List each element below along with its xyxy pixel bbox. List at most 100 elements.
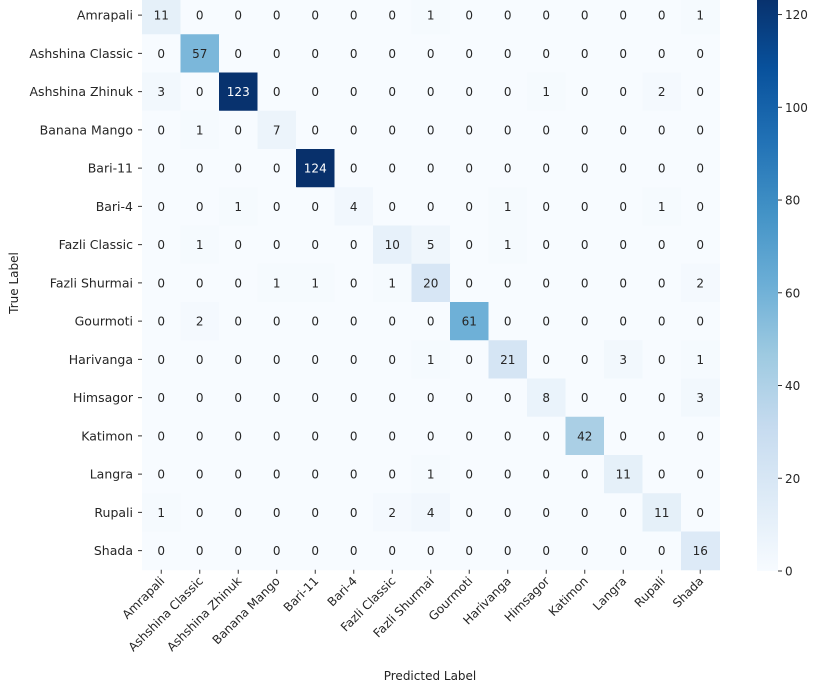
heatmap-cell: [296, 187, 335, 226]
cell-value-label: 0: [196, 9, 204, 23]
heatmap-cell: [681, 340, 720, 379]
cell-value-label: 0: [696, 85, 704, 99]
cell-value-label: 0: [619, 544, 627, 558]
cell-value-label: 0: [581, 123, 589, 137]
heatmap-cell: [257, 72, 297, 112]
cell-value-label: 0: [427, 429, 435, 443]
heatmap-cell: [411, 34, 451, 73]
heatmap-cell: [257, 263, 297, 303]
heatmap-cell: [450, 416, 489, 456]
heatmap-cell: [142, 34, 181, 73]
cell-value-label: 0: [581, 47, 589, 61]
heatmap-cell: [180, 187, 220, 226]
heatmap-cell: [565, 493, 605, 532]
heatmap-cell: [681, 263, 720, 303]
cell-value-label: 0: [311, 544, 319, 558]
y-tick-label: Rupali: [94, 505, 133, 520]
heatmap-cell: [642, 34, 682, 73]
heatmap-cell: [565, 263, 605, 303]
heatmap-cell: [681, 302, 720, 341]
heatmap-cell: [681, 34, 720, 73]
heatmap-cell: [219, 0, 258, 35]
cell-value-label: 0: [234, 9, 242, 23]
cell-value-label: 0: [157, 47, 165, 61]
cell-value-label: 0: [427, 47, 435, 61]
heatmap-cell: [681, 72, 720, 112]
cell-value-label: 0: [196, 353, 204, 367]
cell-value-label: 4: [350, 200, 358, 214]
cell-value-label: 0: [350, 315, 358, 329]
heatmap-cell: [565, 378, 605, 418]
cell-value-label: 0: [157, 315, 165, 329]
y-tick-label: Shada: [94, 543, 133, 558]
cell-value-label: 0: [619, 123, 627, 137]
heatmap-cell: [219, 263, 258, 303]
heatmap-cell: [565, 34, 605, 73]
x-tick-label: Shada: [670, 574, 706, 610]
heatmap-cell: [488, 531, 528, 571]
cell-value-label: 0: [311, 238, 319, 252]
heatmap-cell: [334, 225, 374, 265]
cell-value-label: 0: [542, 162, 550, 176]
cell-value-label: 0: [696, 506, 704, 520]
cell-value-label: 0: [157, 353, 165, 367]
cell-value-label: 0: [619, 506, 627, 520]
cell-value-label: 0: [427, 544, 435, 558]
heatmap-cell: [488, 378, 528, 418]
cell-value-label: 0: [350, 85, 358, 99]
heatmap-cell: [604, 531, 643, 571]
cell-value-label: 1: [234, 200, 242, 214]
cell-value-label: 57: [192, 47, 207, 61]
x-tick-label: Banana Mango: [210, 574, 283, 647]
cell-value-label: 0: [388, 47, 396, 61]
heatmap-cell: [642, 378, 682, 418]
heatmap-cell: [527, 340, 566, 379]
heatmap-cell: [180, 455, 220, 494]
cell-value-label: 0: [581, 315, 589, 329]
heatmap-cell: [296, 531, 335, 571]
heatmap-cell: [334, 149, 374, 188]
heatmap-cell: [142, 149, 181, 188]
cell-value-label: 0: [234, 544, 242, 558]
heatmap-cell: [219, 493, 258, 532]
cell-value-label: 0: [658, 276, 666, 290]
heatmap-cell: [180, 110, 220, 150]
cell-value-label: 0: [273, 391, 281, 405]
cell-value-label: 0: [234, 47, 242, 61]
cell-value-label: 0: [234, 162, 242, 176]
heatmap-cell: [334, 493, 374, 532]
cell-value-label: 0: [234, 353, 242, 367]
heatmap-cell: [604, 340, 643, 379]
heatmap-cell: [527, 149, 566, 188]
heatmap-cell: [604, 187, 643, 226]
x-tick-label: Langra: [590, 574, 629, 613]
cell-value-label: 0: [619, 391, 627, 405]
cell-value-label: 0: [658, 391, 666, 405]
heatmap-cell: [642, 72, 682, 112]
cell-value-label: 0: [504, 276, 512, 290]
cell-value-label: 0: [504, 391, 512, 405]
heatmap-cell: [488, 0, 528, 35]
x-tick-label: Rupali: [632, 574, 668, 610]
cell-value-label: 0: [542, 47, 550, 61]
cell-value-label: 11: [616, 468, 631, 482]
heatmap-cell: [142, 378, 181, 418]
heatmap-cell: [180, 493, 220, 532]
heatmap-cell: [334, 340, 374, 379]
cell-value-label: 0: [311, 123, 319, 137]
cell-value-label: 0: [273, 544, 281, 558]
cell-value-label: 0: [581, 353, 589, 367]
heatmap-cell: [527, 378, 566, 418]
cell-value-label: 0: [273, 353, 281, 367]
cell-value-label: 0: [619, 276, 627, 290]
heatmap-cell: [334, 34, 374, 73]
cell-value-label: 0: [658, 9, 666, 23]
heatmap-cell: [450, 72, 489, 112]
heatmap-cell: [450, 493, 489, 532]
cell-value-label: 16: [693, 544, 708, 558]
cell-value-label: 0: [465, 85, 473, 99]
heatmap-cell: [642, 493, 682, 532]
heatmap-cell: [642, 416, 682, 456]
cell-value-label: 0: [658, 162, 666, 176]
cell-value-label: 0: [157, 468, 165, 482]
